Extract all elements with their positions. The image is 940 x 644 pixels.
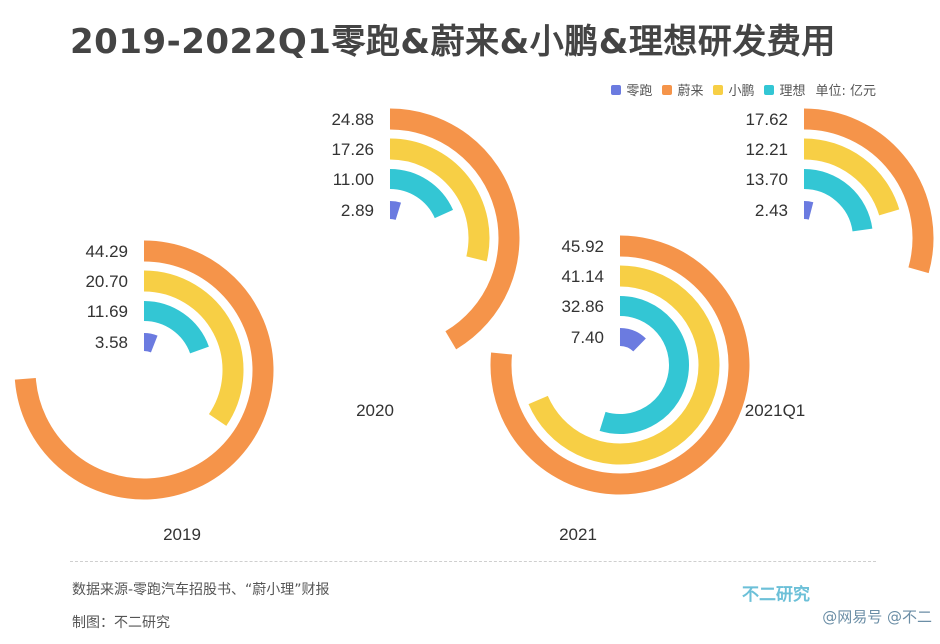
legend-swatch-leapmotor xyxy=(611,84,622,95)
arc-2021Q1-小鹏 xyxy=(803,138,900,216)
period-label-2021: 2021 xyxy=(559,525,597,544)
brand-logo-text: 不二研究 xyxy=(742,585,810,605)
value-label-2021-零跑: 7.40 xyxy=(571,328,604,347)
value-label-2021Q1-理想: 13.70 xyxy=(745,170,788,189)
legend-swatch-nio xyxy=(662,84,673,95)
legend: 零跑 蔚来 小鹏 理想 单位: 亿元 xyxy=(611,80,876,99)
arc-2021-蔚来 xyxy=(490,235,750,495)
value-label-2020-小鹏: 17.26 xyxy=(331,140,374,159)
value-label-2019-理想: 11.69 xyxy=(87,302,128,321)
legend-item-nio: 蔚来 xyxy=(662,80,703,99)
arc-2019-小鹏 xyxy=(143,270,244,426)
arc-2019-零跑 xyxy=(143,332,158,353)
divider xyxy=(70,561,876,562)
value-label-2021Q1-零跑: 2.43 xyxy=(755,201,788,220)
value-label-2019-零跑: 3.58 xyxy=(95,333,128,352)
chart-title: 2019-2022Q1零跑&蔚来&小鹏&理想研发费用 xyxy=(70,22,836,62)
value-label-2020-零跑: 2.89 xyxy=(341,201,374,220)
legend-label-nio: 蔚来 xyxy=(677,84,704,99)
legend-item-xpeng: 小鹏 xyxy=(713,80,754,99)
arc-2021Q1-零跑 xyxy=(803,200,814,220)
value-label-2019-蔚来: 44.29 xyxy=(85,242,128,261)
arc-2021Q1-理想 xyxy=(803,169,873,232)
value-label-2020-理想: 11.00 xyxy=(333,170,374,189)
arc-2021Q1-蔚来 xyxy=(803,108,934,274)
legend-swatch-xpeng xyxy=(713,84,724,95)
value-label-2021Q1-小鹏: 12.21 xyxy=(745,140,788,159)
period-label-2021Q1: 2021Q1 xyxy=(745,401,806,420)
legend-item-leapmotor: 零跑 xyxy=(611,80,652,99)
value-label-2021-蔚来: 45.92 xyxy=(561,237,604,256)
arc-2020-零跑 xyxy=(389,200,402,220)
unit-label: 单位: 亿元 xyxy=(815,84,876,99)
arc-2021-零跑 xyxy=(619,328,646,352)
arc-2019-蔚来 xyxy=(14,240,274,500)
legend-item-li: 理想 xyxy=(764,80,805,99)
value-label-2021-理想: 32.86 xyxy=(561,297,604,316)
period-label-2019: 2019 xyxy=(163,525,201,544)
period-label-2020: 2020 xyxy=(356,401,394,420)
legend-swatch-li xyxy=(764,84,775,95)
watermark: @网易号 @不二 xyxy=(822,608,932,626)
legend-label-xpeng: 小鹏 xyxy=(728,84,755,99)
arc-2020-小鹏 xyxy=(389,138,490,262)
made-by-note: 制图：不二研究 xyxy=(72,615,170,631)
source-note: 数据来源-零跑汽车招股书、“蔚小理”财报 xyxy=(72,582,330,598)
value-label-2021-小鹏: 41.14 xyxy=(561,267,604,286)
arc-2020-蔚来 xyxy=(389,108,520,350)
arc-2021-理想 xyxy=(599,296,689,434)
arc-2020-理想 xyxy=(389,169,454,219)
value-label-2020-蔚来: 24.88 xyxy=(331,110,374,129)
legend-label-li: 理想 xyxy=(779,84,806,99)
arc-2019-理想 xyxy=(143,301,209,354)
value-label-2021Q1-蔚来: 17.62 xyxy=(745,110,788,129)
arc-2021-小鹏 xyxy=(528,265,720,465)
legend-label-leapmotor: 零跑 xyxy=(626,84,653,99)
value-label-2019-小鹏: 20.70 xyxy=(85,272,128,291)
